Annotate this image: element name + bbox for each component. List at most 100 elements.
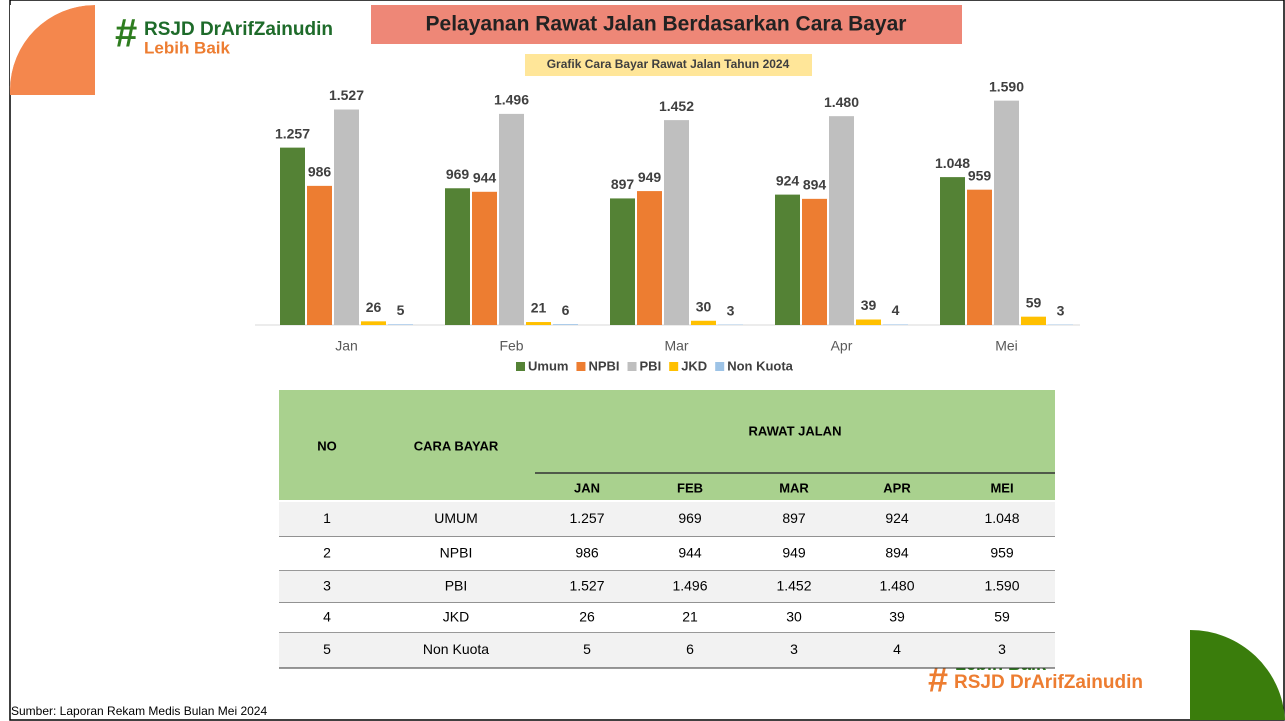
- bar: [472, 191, 497, 325]
- table-cell: 1.527: [569, 578, 604, 594]
- table-cell: 39: [889, 609, 905, 625]
- data-label: 4: [892, 302, 900, 318]
- bar: [967, 189, 992, 325]
- chart: Jan 1.257 986 1.527 26 5 Feb 969 944 1.496 21 6 Mar 8…: [255, 78, 1080, 373]
- data-label: 1.480: [824, 94, 859, 110]
- legend-swatch: [576, 362, 586, 371]
- table-cell: 897: [782, 510, 806, 526]
- bar: [856, 319, 881, 325]
- table-cell: 2: [323, 545, 331, 561]
- logo-tagline: Lebih Baik: [144, 38, 231, 57]
- data-label: 894: [803, 177, 827, 193]
- logo-symbol: #: [928, 659, 948, 700]
- data-label: 6: [562, 302, 570, 318]
- table-cell: 986: [575, 545, 599, 561]
- data-label: 1.048: [935, 155, 970, 171]
- data-label: 26: [366, 299, 382, 315]
- bar: [334, 109, 359, 325]
- data-label: 959: [968, 167, 992, 183]
- table-cell: NPBI: [440, 545, 473, 561]
- table-cell: 1.048: [984, 510, 1019, 526]
- logo-name: RSJD DrArifZainudin: [144, 19, 333, 40]
- table-cell: 1: [323, 510, 331, 526]
- x-tick-label: Jan: [335, 338, 358, 354]
- data-label: 969: [446, 166, 470, 182]
- table-cell: 959: [990, 545, 1014, 561]
- bar: [829, 116, 854, 326]
- bar: [499, 113, 524, 325]
- title: Pelayanan Rawat Jalan Berdasarkan Cara B…: [426, 13, 907, 36]
- table-cell: 944: [678, 545, 702, 561]
- legend-swatch: [627, 362, 637, 371]
- legend-label: Non Kuota: [727, 358, 793, 373]
- table-row-bg: [279, 603, 1055, 633]
- bar: [664, 120, 689, 326]
- table-row-bg: [279, 537, 1055, 571]
- table-row-bg: [279, 633, 1055, 668]
- data-label: 1.496: [494, 92, 529, 108]
- table-header: JAN: [574, 480, 600, 495]
- table-cell: 949: [782, 545, 806, 561]
- data-label: 986: [308, 164, 332, 180]
- table-row-bg: [279, 502, 1055, 537]
- table-cell: PBI: [445, 578, 468, 594]
- table-cell: 1.496: [672, 578, 707, 594]
- logo-name: RSJD DrArifZainudin: [954, 672, 1143, 693]
- table-header: NO: [317, 438, 337, 453]
- data-label: 3: [727, 302, 735, 318]
- table-cell: 21: [682, 609, 698, 625]
- legend-label: JKD: [681, 358, 707, 373]
- table-cell: 30: [786, 609, 802, 625]
- corner-mask: [10, 5, 95, 90]
- corner-shape: [9, 4, 96, 95]
- legend-label: NPBI: [588, 358, 619, 373]
- table-cell: 894: [885, 545, 909, 561]
- bar: [361, 321, 386, 325]
- data-label: 39: [861, 297, 877, 313]
- legend-swatch: [715, 362, 725, 371]
- subtitle-box: [525, 54, 812, 76]
- legend-swatch: [516, 362, 525, 371]
- table-row-bg: [279, 571, 1055, 603]
- table-cell: 924: [885, 510, 909, 526]
- data-label: 1.527: [329, 87, 364, 103]
- bar: [553, 324, 578, 325]
- data-label: 59: [1026, 294, 1042, 310]
- bar: [1021, 316, 1046, 325]
- table-header: MAR: [779, 480, 809, 495]
- data-label: 897: [611, 176, 635, 192]
- table-header: FEB: [677, 480, 703, 495]
- bar: [637, 191, 662, 325]
- chart-title: Grafik Cara Bayar Rawat Jalan Tahun 2024: [547, 57, 790, 71]
- table-cell: 4: [893, 641, 901, 657]
- table: NO CARA BAYAR RAWAT JALAN JAN FEB MAR APR MEI 1 U…: [279, 390, 1055, 669]
- data-label: 3: [1057, 302, 1065, 318]
- bar: [445, 188, 470, 325]
- table-cell: JKD: [443, 609, 469, 625]
- table-cell: 59: [994, 609, 1010, 625]
- table-cell: 1.480: [879, 578, 914, 594]
- data-label: 5: [397, 302, 405, 318]
- data-label: 1.590: [989, 78, 1024, 94]
- table-cell: 1.452: [776, 578, 811, 594]
- legend-swatch: [669, 362, 679, 371]
- bar: [691, 320, 716, 325]
- table-cell: 3: [998, 641, 1006, 657]
- table-header: RAWAT JALAN: [749, 423, 842, 438]
- logo-symbol: #: [115, 12, 137, 56]
- table-header: CARA BAYAR: [414, 438, 499, 453]
- x-tick-label: Feb: [499, 338, 523, 354]
- data-label: 21: [531, 300, 547, 316]
- table-cell: 26: [579, 609, 595, 625]
- table-cell: 5: [323, 641, 331, 657]
- table-cell: 4: [323, 609, 331, 625]
- table-header: APR: [883, 480, 911, 495]
- legend-label: Umum: [528, 358, 568, 373]
- data-label: 1.452: [659, 98, 694, 114]
- bar: [307, 185, 332, 325]
- table-header: MEI: [990, 480, 1013, 495]
- table-cell: 6: [686, 641, 694, 657]
- bar: [883, 324, 908, 325]
- table-header-bg: [279, 390, 1055, 500]
